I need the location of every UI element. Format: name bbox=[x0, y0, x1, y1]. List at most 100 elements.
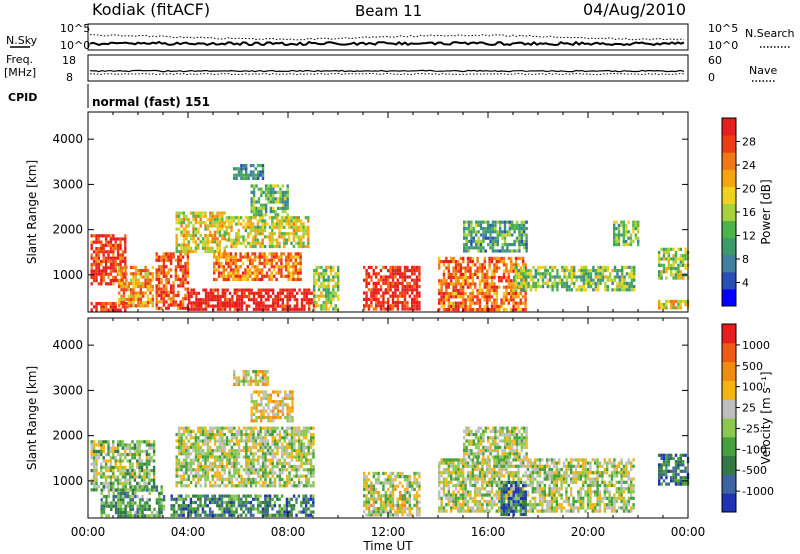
echo-cell bbox=[391, 285, 395, 289]
echo-cell bbox=[212, 304, 215, 308]
echo-cell bbox=[234, 274, 237, 278]
echo-cell bbox=[186, 255, 190, 259]
echo-cell bbox=[413, 297, 416, 301]
echo-cell bbox=[672, 303, 675, 307]
echo-cell bbox=[195, 307, 198, 311]
echo-cell bbox=[379, 294, 383, 298]
echo-cell bbox=[179, 261, 182, 266]
echo-cell bbox=[490, 304, 494, 308]
echo-cell bbox=[467, 233, 471, 237]
echo-cell bbox=[261, 436, 265, 440]
echo-cell bbox=[124, 243, 127, 247]
echo-cell bbox=[413, 265, 416, 269]
echo-cell bbox=[194, 240, 198, 244]
echo-cell bbox=[267, 396, 270, 400]
echo-cell bbox=[181, 255, 185, 259]
echo-cell bbox=[267, 400, 270, 404]
echo-cell bbox=[257, 442, 260, 446]
echo-cell bbox=[261, 216, 264, 220]
echo-cell bbox=[263, 235, 267, 239]
echo-cell bbox=[137, 281, 140, 285]
echo-cell bbox=[182, 465, 186, 469]
echo-cell bbox=[260, 203, 263, 207]
echo-cell bbox=[247, 474, 250, 478]
echo-cell bbox=[284, 197, 287, 201]
echo-cell bbox=[177, 461, 181, 465]
echo-cell bbox=[247, 219, 250, 223]
echo-cell bbox=[132, 288, 135, 292]
echo-cell bbox=[622, 236, 625, 240]
echo-cell bbox=[165, 258, 168, 262]
echo-cell bbox=[268, 258, 271, 262]
echo-cell bbox=[488, 256, 491, 260]
echo-cell bbox=[95, 488, 98, 492]
echo-cell bbox=[286, 206, 289, 210]
echo-cell bbox=[684, 303, 687, 307]
echo-cell bbox=[305, 458, 308, 462]
echo-cell bbox=[252, 187, 256, 191]
echo-cell bbox=[270, 277, 273, 282]
echo-cell bbox=[445, 292, 448, 296]
echo-cell bbox=[192, 436, 195, 440]
echo-cell bbox=[169, 255, 173, 259]
echo-cell bbox=[119, 256, 122, 260]
echo-cell bbox=[257, 393, 261, 397]
echo-cell bbox=[228, 468, 231, 472]
echo-cell bbox=[281, 412, 285, 416]
echo-cell bbox=[496, 243, 499, 247]
echo-cell bbox=[211, 237, 214, 241]
echo-cell bbox=[299, 244, 303, 249]
echo-cell bbox=[126, 511, 130, 515]
echo-cell bbox=[126, 478, 129, 482]
echo-cell bbox=[228, 500, 231, 505]
echo-cell bbox=[184, 268, 187, 272]
echo-cell bbox=[280, 216, 284, 220]
echo-cell bbox=[237, 173, 241, 177]
echo-cell bbox=[177, 442, 181, 446]
echo-cell bbox=[209, 465, 212, 469]
echo-cell bbox=[136, 485, 139, 489]
echo-cell bbox=[582, 275, 585, 279]
echo-cell bbox=[146, 281, 150, 285]
echo-cell bbox=[104, 266, 108, 270]
echo-cell bbox=[284, 200, 287, 204]
echo-cell bbox=[280, 513, 284, 517]
echo-cell bbox=[302, 244, 305, 249]
echo-cell bbox=[280, 219, 284, 223]
echo-cell bbox=[254, 235, 257, 239]
echo-cell bbox=[391, 265, 395, 269]
echo-cell bbox=[253, 255, 257, 259]
echo-cell bbox=[181, 303, 185, 307]
echo-cell bbox=[387, 288, 390, 292]
echo-cell bbox=[271, 219, 274, 223]
echo-cell bbox=[206, 240, 210, 244]
echo-cell bbox=[97, 263, 101, 267]
echo-cell bbox=[283, 449, 286, 453]
echo-cell bbox=[215, 261, 218, 266]
echo-cell bbox=[260, 190, 263, 194]
echo-cell bbox=[130, 288, 133, 292]
echo-cell bbox=[255, 184, 258, 188]
echo-cell bbox=[299, 277, 302, 282]
echo-cell bbox=[310, 298, 313, 302]
echo-cell bbox=[442, 269, 446, 273]
echo-cell bbox=[242, 382, 245, 386]
echo-cell bbox=[312, 504, 315, 508]
echo-cell bbox=[230, 225, 233, 229]
echo-cell bbox=[499, 233, 502, 237]
echo-cell bbox=[107, 459, 110, 463]
echo-cell bbox=[285, 452, 289, 456]
echo-cell bbox=[299, 222, 303, 226]
echo-cell bbox=[541, 272, 545, 276]
echo-cell bbox=[510, 256, 513, 260]
echo-cell bbox=[213, 442, 217, 446]
echo-cell bbox=[286, 194, 289, 198]
echo-cell bbox=[294, 265, 297, 269]
echo-cell bbox=[245, 436, 248, 440]
echo-cell bbox=[396, 281, 399, 285]
echo-cell bbox=[209, 436, 212, 440]
echo-cell bbox=[613, 230, 616, 234]
echo-cell bbox=[247, 461, 250, 465]
echo-cell bbox=[537, 269, 540, 273]
echo-cell bbox=[131, 456, 134, 460]
